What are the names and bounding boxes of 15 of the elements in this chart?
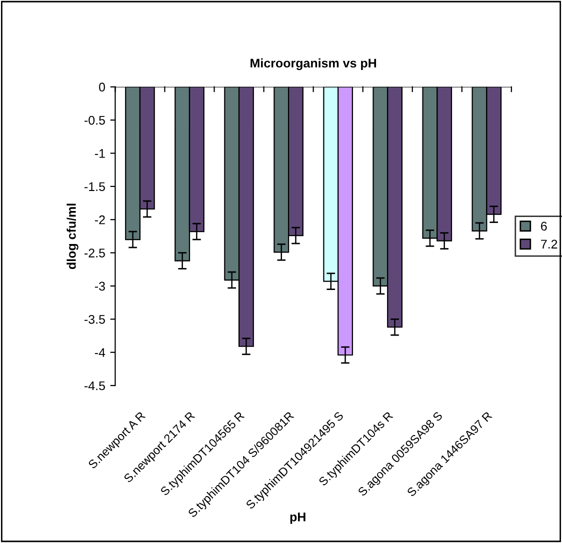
y-tick-label: -1 xyxy=(94,149,105,158)
y-tick-label: -1.5 xyxy=(84,182,105,192)
y-tick-label: -3 xyxy=(94,282,105,291)
y-tick-label: -2 xyxy=(94,215,105,224)
y-tick-label: -4.5 xyxy=(84,381,105,390)
legend-label: 7.2 xyxy=(541,240,558,248)
y-tick-label: -2.5 xyxy=(84,248,105,258)
x-axis-title: pH xyxy=(290,512,306,524)
legend-label: 6 xyxy=(541,222,547,231)
y-axis-title: dlog cfu/ml xyxy=(66,204,78,270)
chart-title: Microorganism vs pH xyxy=(250,58,376,70)
y-tick-label: -0.5 xyxy=(84,116,105,125)
y-tick-label: -4 xyxy=(94,348,106,357)
y-tick-label: 0 xyxy=(99,82,105,92)
y-tick-label: -3.5 xyxy=(84,314,105,324)
